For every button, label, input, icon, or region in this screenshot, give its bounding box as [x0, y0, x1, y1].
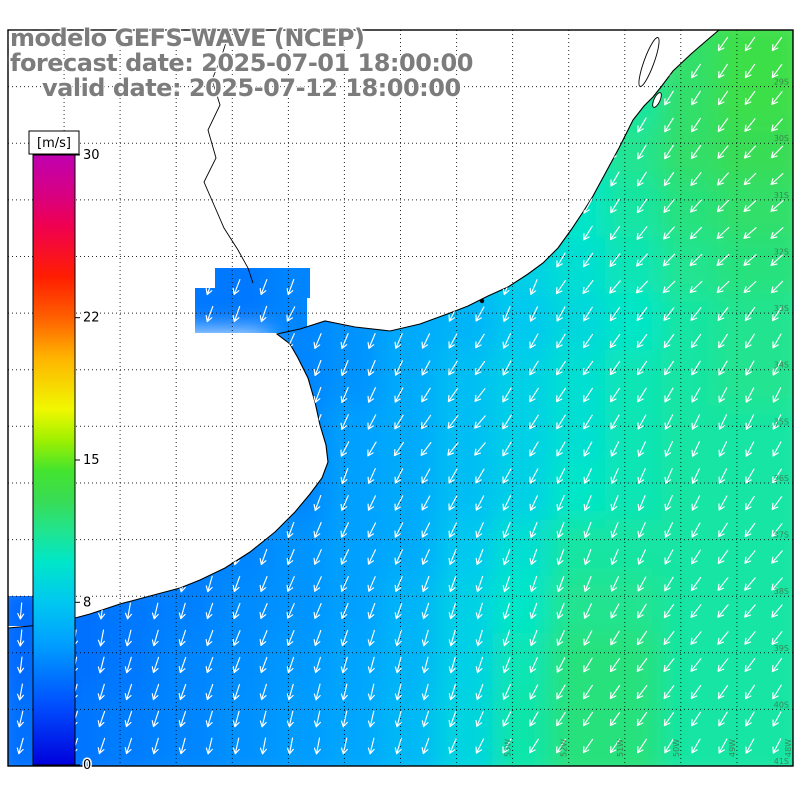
lon-label: 48W — [784, 739, 793, 757]
lat-label: 34S — [774, 361, 789, 370]
river — [203, 29, 254, 284]
colorbar-tick-label: 8 — [83, 595, 91, 610]
title-block: modelo GEFS-WAVE (NCEP) forecast date: 2… — [10, 26, 473, 101]
lat-label: 29S — [774, 78, 789, 87]
colorbar-unit-label: [m/s] — [37, 136, 71, 151]
colorbar-unit-box — [28, 130, 80, 155]
lat-label: 33S — [774, 304, 789, 313]
colorbar-tick-label: 30 — [83, 148, 100, 163]
lat-label: 30S — [774, 134, 789, 143]
lon-label: 50W — [672, 739, 681, 757]
map-frame — [7, 29, 794, 767]
colorbar-tick-label: 0 — [83, 758, 91, 773]
lat-label: 32S — [774, 248, 789, 257]
lat-label: 37S — [774, 531, 789, 540]
lat-label: 36S — [774, 474, 789, 483]
forecast-date-label: forecast date: 2025-07-01 18:00:00 — [10, 49, 473, 77]
lon-label: 49W — [728, 739, 737, 757]
colorbar-tick-label: 15 — [83, 453, 100, 468]
model-title: modelo GEFS-WAVE (NCEP) — [10, 24, 365, 52]
lat-label: 31S — [774, 191, 789, 200]
island — [479, 298, 485, 304]
coastal-lagoon — [638, 37, 660, 87]
lon-label: 52W — [560, 739, 569, 757]
colorbar: [m/s] 30 22 15 8 0 — [28, 130, 101, 775]
coastal-lagoon — [652, 92, 662, 108]
colorbar-tick-label: 22 — [83, 311, 100, 326]
valid-date-label: valid date: 2025-07-12 18:00:00 — [42, 74, 461, 102]
axis-labels: 29S 30S 31S 32S 33S 34S 35S 36S 37S 38S 39S 40S 41S 5… — [504, 78, 793, 766]
colorbar-gradient — [32, 154, 76, 766]
lon-label: 53W — [504, 739, 513, 757]
lat-label: 41S — [774, 757, 789, 766]
lat-label: 40S — [774, 700, 789, 709]
lat-label: 35S — [774, 417, 789, 426]
coastline — [7, 29, 720, 629]
lat-label: 38S — [774, 587, 789, 596]
lon-label: 51W — [616, 739, 625, 757]
lat-label: 39S — [774, 644, 789, 653]
